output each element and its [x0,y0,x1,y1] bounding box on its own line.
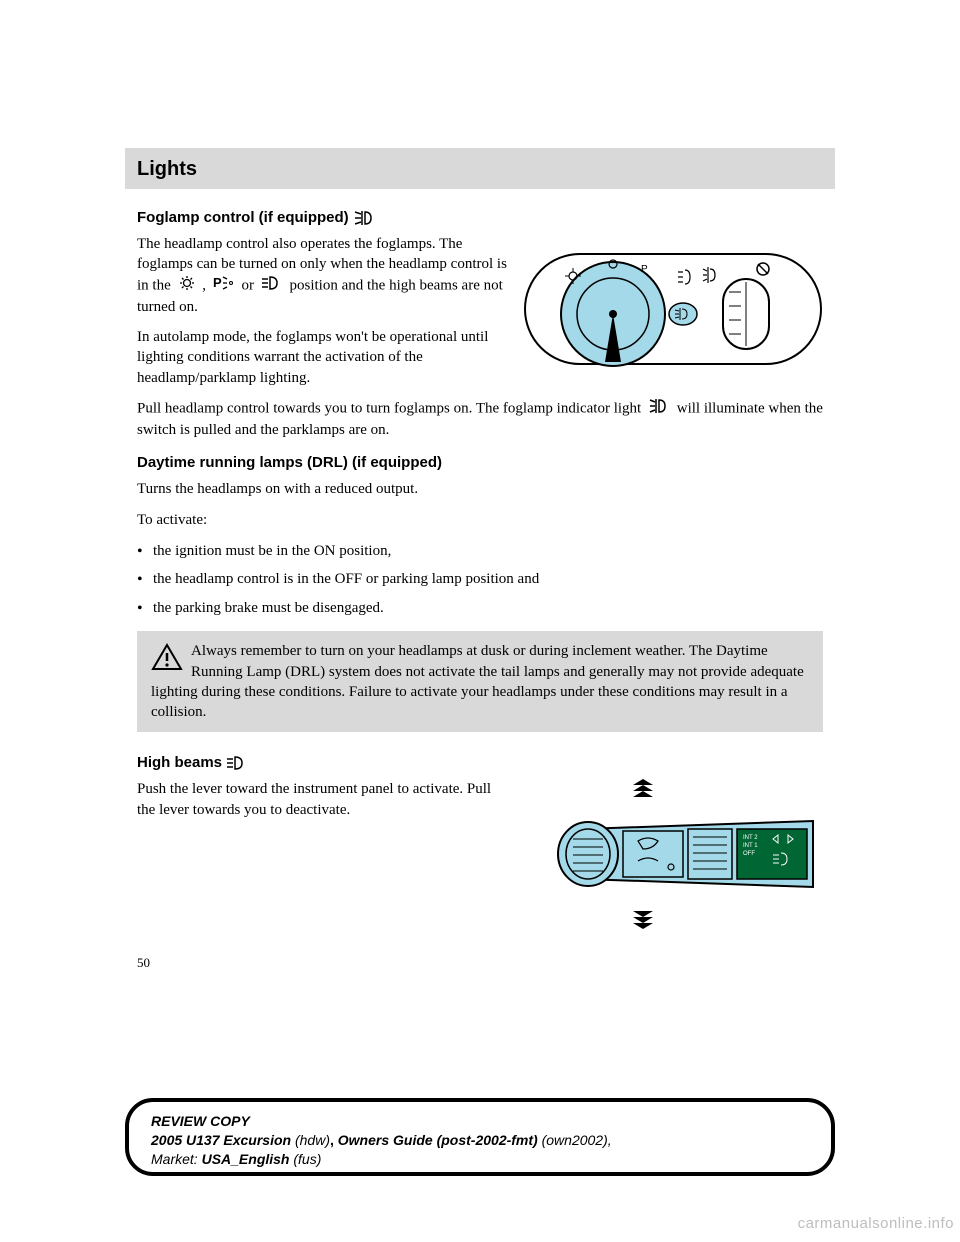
footer-line1: REVIEW COPY [151,1113,250,1129]
sun-icon [178,275,196,297]
watermark: carmanualsonline.info [798,1215,954,1232]
svg-text:P: P [213,275,222,290]
foglamp-p3: Pull headlamp control towards you to tur… [137,398,823,441]
svg-text:INT 2: INT 2 [743,835,758,841]
svg-text:OFF: OFF [743,851,755,857]
page-number: 50 [125,955,835,971]
list-item: the ignition must be in the ON position, [137,540,823,563]
warning-text: Always remember to turn on your headlamp… [151,643,804,720]
highbeam-icon [226,756,248,770]
foglamp-heading: Foglamp control (if equipped) [137,209,823,226]
headlamp-icon [261,276,283,296]
lever-diagram: INT 2 INT 1 OFF [523,779,823,929]
section-header: Lights [125,148,835,189]
warning-box: Always remember to turn on your headlamp… [137,631,823,732]
svg-text:P: P [641,264,648,275]
list-item: the headlamp control is in the OFF or pa… [137,568,823,591]
foglamp-icon [353,210,375,226]
warning-icon [151,643,183,671]
drl-heading: Daytime running lamps (DRL) (if equipped… [137,454,823,471]
drl-p1: Turns the headlamps on with a reduced ou… [137,479,823,499]
highbeams-heading: High beams [137,754,823,771]
list-item: the parking brake must be disengaged. [137,597,823,620]
drl-list: the ignition must be in the ON position,… [137,540,823,620]
drl-p2: To activate: [137,510,823,530]
footer-box: REVIEW COPY 2005 U137 Excursion (hdw), O… [125,1098,835,1176]
foglamp-indicator-icon [648,398,670,420]
section-title: Lights [137,158,823,181]
headlamp-control-diagram: P [523,234,823,384]
parklamp-icon: P [213,275,235,297]
svg-text:INT 1: INT 1 [743,843,758,849]
